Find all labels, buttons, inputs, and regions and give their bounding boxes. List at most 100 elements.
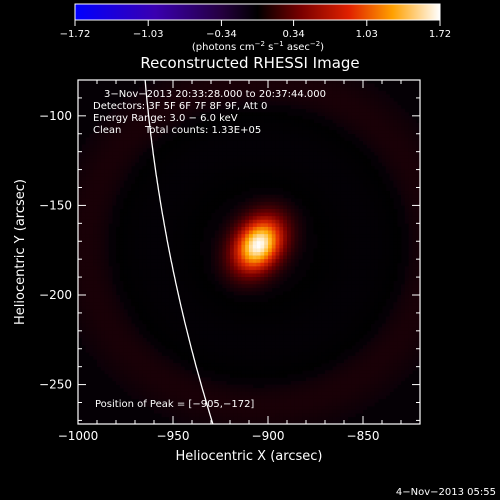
heatmap-cell — [150, 166, 155, 170]
heatmap-cell — [207, 137, 212, 142]
heatmap-cell — [157, 173, 162, 178]
heatmap-cell — [241, 119, 246, 124]
heatmap-cell — [283, 373, 288, 378]
heatmap-cell — [306, 312, 311, 317]
heatmap-cell — [195, 97, 200, 102]
heatmap-cell — [119, 348, 124, 353]
heatmap-cell — [85, 183, 90, 188]
heatmap-cell — [97, 259, 102, 264]
heatmap-cell — [252, 112, 257, 117]
heatmap-cell — [252, 169, 257, 174]
heatmap-cell — [138, 94, 143, 99]
heatmap-cell — [146, 244, 151, 249]
heatmap-cell — [169, 234, 174, 238]
heatmap-cell — [165, 316, 170, 321]
heatmap-cell — [287, 133, 292, 138]
heatmap-cell — [275, 341, 280, 346]
heatmap-cell — [97, 363, 102, 367]
heatmap-cell — [214, 248, 219, 253]
heatmap-cell — [138, 176, 143, 181]
heatmap-cell — [256, 359, 261, 364]
heatmap-cell — [264, 230, 269, 235]
heatmap-cell — [127, 345, 132, 350]
heatmap-cell — [260, 341, 265, 346]
heatmap-cell — [241, 180, 246, 185]
heatmap-cell — [154, 366, 159, 371]
heatmap-cell — [100, 226, 105, 231]
heatmap-cell — [275, 180, 280, 185]
heatmap-cell — [97, 284, 102, 289]
heatmap-cell — [260, 287, 265, 292]
heatmap-cell — [218, 402, 223, 407]
heatmap-cell — [173, 166, 178, 170]
heatmap-cell — [108, 151, 113, 156]
heatmap-cell — [298, 352, 303, 357]
heatmap-cell — [112, 338, 117, 342]
heatmap-cell — [256, 155, 261, 160]
heatmap-cell — [173, 273, 178, 278]
heatmap-cell — [207, 348, 212, 353]
heatmap-cell — [268, 384, 273, 389]
heatmap-cell — [279, 244, 284, 249]
heatmap-cell — [146, 230, 151, 235]
heatmap-cell — [119, 180, 124, 185]
heatmap-cell — [146, 169, 151, 174]
heatmap-cell — [241, 327, 246, 332]
heatmap-cell — [283, 137, 288, 142]
heatmap-cell — [78, 312, 83, 317]
heatmap-cell — [211, 237, 216, 242]
heatmap-cell — [165, 212, 170, 217]
heatmap-cell — [165, 363, 170, 367]
heatmap-cell — [176, 173, 181, 178]
heatmap-cell — [142, 187, 147, 192]
heatmap-cell — [78, 169, 83, 174]
heatmap-cell — [150, 377, 155, 382]
heatmap-cell — [230, 280, 235, 285]
heatmap-cell — [275, 209, 280, 213]
heatmap-cell — [173, 269, 178, 274]
heatmap-cell — [150, 323, 155, 328]
heatmap-cell — [275, 80, 280, 84]
heatmap-cell — [184, 133, 189, 138]
heatmap-cell — [112, 327, 117, 332]
heatmap-cell — [169, 183, 174, 188]
heatmap-cell — [256, 406, 261, 410]
heatmap-cell — [226, 158, 231, 163]
heatmap-cell — [287, 187, 292, 192]
heatmap-cell — [173, 409, 178, 414]
heatmap-cell — [275, 345, 280, 350]
heatmap-cell — [195, 312, 200, 317]
heatmap-cell — [237, 259, 242, 264]
heatmap-cell — [309, 130, 314, 135]
heatmap-cell — [222, 187, 227, 192]
heatmap-cell — [161, 119, 166, 124]
heatmap-cell — [93, 140, 98, 145]
heatmap-cell — [180, 352, 185, 357]
heatmap-cell — [256, 420, 261, 424]
heatmap-cell — [256, 284, 261, 289]
heatmap-cell — [287, 266, 292, 271]
heatmap-cell — [283, 216, 288, 221]
heatmap-cell — [306, 137, 311, 142]
heatmap-cell — [184, 409, 189, 414]
heatmap-cell — [264, 352, 269, 357]
heatmap-cell — [131, 323, 136, 328]
heatmap-cell — [207, 416, 212, 421]
heatmap-cell — [154, 334, 159, 339]
heatmap-cell — [302, 341, 307, 346]
heatmap-cell — [176, 191, 181, 195]
heatmap-cell — [173, 187, 178, 192]
heatmap-cell — [294, 420, 299, 424]
heatmap-cell — [195, 259, 200, 264]
heatmap-cell — [302, 219, 307, 224]
heatmap-cell — [85, 309, 90, 314]
heatmap-cell — [256, 148, 261, 152]
heatmap-cell — [127, 320, 132, 324]
heatmap-cell — [226, 348, 231, 353]
heatmap-cell — [176, 180, 181, 185]
heatmap-cell — [195, 338, 200, 342]
heatmap-cell — [131, 334, 136, 339]
heatmap-cell — [142, 395, 147, 400]
heatmap-cell — [184, 226, 189, 231]
heatmap-cell — [100, 133, 105, 138]
